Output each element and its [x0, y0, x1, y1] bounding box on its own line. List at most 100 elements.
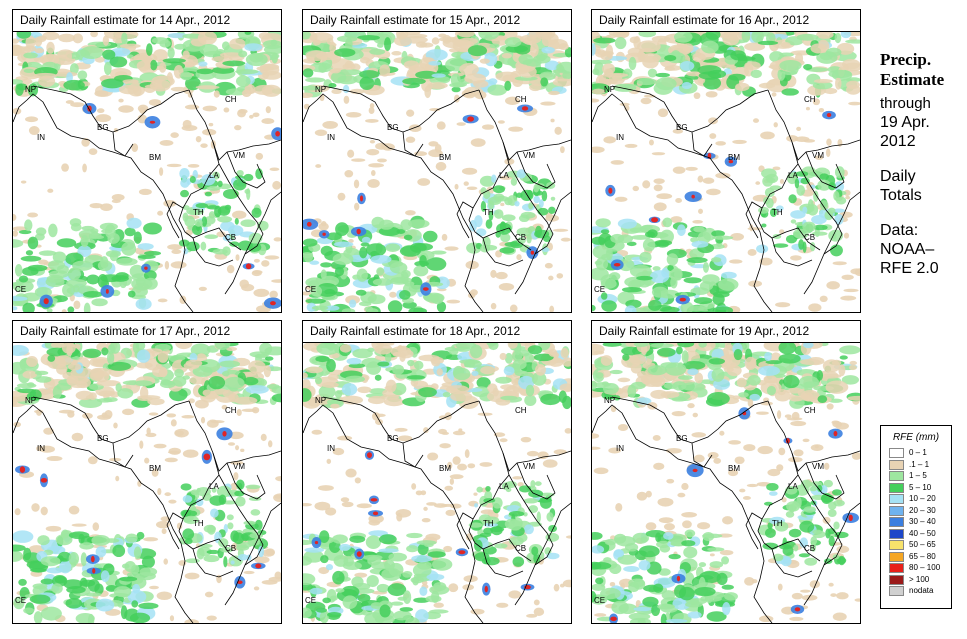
border-line — [178, 163, 242, 251]
border-line — [192, 548, 234, 578]
border-line — [514, 502, 571, 606]
border-line — [757, 474, 821, 562]
legend-item: > 100 — [889, 574, 951, 586]
legend-swatch — [889, 494, 904, 504]
rainfall-map: NP CH IN BG BM VM LA TH CB CE — [12, 31, 282, 313]
country-label-ch: CH — [515, 95, 527, 104]
country-label-la: LA — [788, 171, 798, 180]
country-label-vm: VM — [812, 151, 824, 160]
panel-title: Daily Rainfall estimate for 18 Apr., 201… — [302, 320, 572, 343]
data-line-2: NOAA– — [880, 241, 935, 258]
legend-label: nodata — [909, 586, 934, 595]
data-line-1: Data: — [880, 222, 919, 239]
totals-line-1: Daily — [880, 168, 916, 185]
rainfall-field — [592, 32, 860, 312]
country-borders — [13, 85, 281, 312]
border-line — [691, 442, 713, 468]
country-label-np: NP — [25, 396, 36, 405]
data-line-3: RFE 2.0 — [880, 260, 939, 277]
country-label-in: IN — [616, 133, 624, 142]
border-line — [767, 89, 860, 161]
country-borders — [592, 396, 860, 623]
legend-label: 1 – 5 — [909, 471, 927, 480]
legend-swatch — [889, 563, 904, 573]
legend-item: 5 – 10 — [889, 482, 951, 494]
country-label-bm: BM — [439, 153, 451, 162]
border-line — [456, 512, 474, 550]
border-line — [13, 404, 194, 623]
legend-item: 30 – 40 — [889, 516, 951, 528]
border-line — [757, 163, 821, 251]
legend-label: 10 – 20 — [909, 494, 936, 503]
border-line — [478, 400, 571, 472]
country-label-vm: VM — [812, 462, 824, 471]
legend-item: 50 – 65 — [889, 539, 951, 551]
legend-label: 65 – 80 — [909, 551, 936, 561]
border-line — [456, 201, 474, 239]
country-label-np: NP — [315, 396, 326, 405]
country-borders — [592, 85, 860, 312]
country-label-ch: CH — [804, 95, 816, 104]
rainfall-map: NP CH IN BG BM VM LA TH CB CE — [12, 342, 282, 624]
map-panel: Daily Rainfall estimate for 15 Apr., 201… — [302, 9, 572, 313]
legend-label: 80 – 100 — [909, 563, 941, 572]
rainfall-field — [13, 32, 281, 312]
border-line — [478, 89, 571, 161]
border-line — [192, 237, 234, 267]
border-line — [226, 151, 266, 189]
country-label-in: IN — [37, 133, 45, 142]
border-line — [13, 93, 194, 312]
legend-label: 50 – 65 — [909, 540, 936, 549]
border-line — [482, 548, 524, 578]
border-line — [502, 141, 554, 255]
country-label-ch: CH — [225, 406, 237, 415]
rainfall-map-graphic: NP CH IN BG BM VM LA TH CB CE — [13, 32, 281, 312]
country-label-cb: CB — [225, 233, 236, 242]
country-label-vm: VM — [233, 462, 245, 471]
country-label-cb: CB — [804, 233, 815, 242]
border-line — [805, 462, 845, 500]
border-line — [745, 201, 763, 239]
border-line — [592, 404, 773, 623]
border-line — [468, 163, 532, 251]
date-line-1: 19 Apr. — [880, 114, 930, 131]
country-label-ce: CE — [594, 596, 605, 605]
legend-label: 30 – 40 — [909, 517, 936, 526]
summary-heading: Precip. Estimate — [880, 50, 966, 90]
country-label-th: TH — [483, 208, 494, 217]
map-panel: Daily Rainfall estimate for 14 Apr., 201… — [12, 9, 282, 313]
legend-label: .1 – 1 — [909, 459, 930, 469]
border-line — [166, 201, 184, 239]
border-line — [212, 141, 264, 255]
country-label-th: TH — [483, 519, 494, 528]
date-line-2: 2012 — [880, 133, 916, 150]
summary-text: Precip. Estimate through 19 Apr. 2012 Da… — [880, 50, 966, 278]
border-line — [482, 237, 524, 267]
legend-title: RFE (mm) — [892, 432, 940, 443]
country-label-la: LA — [209, 171, 219, 180]
heading-line-2: Estimate — [880, 70, 945, 89]
legend-swatch — [889, 528, 904, 539]
panel-title: Daily Rainfall estimate for 14 Apr., 201… — [12, 9, 282, 32]
country-label-cb: CB — [515, 544, 526, 553]
border-line — [803, 191, 860, 295]
border-line — [803, 502, 860, 606]
through-label: through — [880, 95, 931, 112]
country-borders — [303, 396, 571, 623]
border-line — [402, 131, 424, 157]
legend-item: 40 – 50 — [889, 528, 951, 540]
country-label-ce: CE — [305, 285, 316, 294]
legend-item: 10 – 20 — [889, 493, 951, 505]
country-label-bg: BG — [676, 123, 688, 132]
country-label-th: TH — [193, 208, 204, 217]
panel-title: Daily Rainfall estimate for 16 Apr., 201… — [591, 9, 861, 32]
rainfall-map-graphic: NP CH IN BG BM VM LA TH CB CE — [303, 343, 571, 623]
map-panel: Daily Rainfall estimate for 17 Apr., 201… — [12, 320, 282, 624]
border-line — [767, 400, 860, 472]
legend-item: nodata — [889, 585, 951, 597]
country-label-la: LA — [499, 171, 509, 180]
rainfall-field — [592, 343, 860, 623]
border-line — [303, 93, 484, 312]
rainfall-field — [13, 343, 281, 623]
country-label-in: IN — [327, 444, 335, 453]
